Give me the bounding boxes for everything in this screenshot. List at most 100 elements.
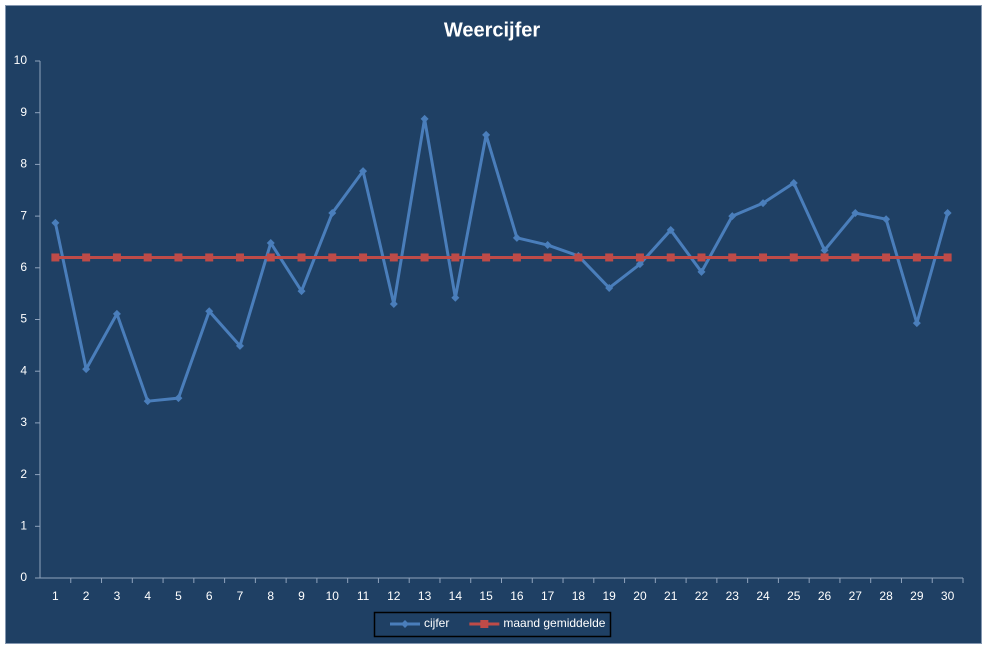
square-marker bbox=[574, 253, 583, 262]
diamond-marker bbox=[882, 215, 891, 224]
diamond-marker bbox=[728, 212, 737, 221]
chart-title: Weercijfer bbox=[444, 19, 541, 41]
x-tick-label: 26 bbox=[818, 589, 832, 603]
x-tick-label: 15 bbox=[479, 589, 493, 603]
y-tick-label: 6 bbox=[20, 260, 27, 274]
square-marker bbox=[851, 253, 860, 262]
square-marker bbox=[235, 253, 244, 262]
x-tick-label: 6 bbox=[206, 589, 213, 603]
square-marker bbox=[912, 253, 921, 262]
diamond-marker bbox=[174, 394, 183, 403]
legend-label: cijfer bbox=[424, 616, 449, 630]
diamond-marker bbox=[359, 167, 368, 176]
diamond-marker bbox=[389, 299, 398, 308]
x-tick-label: 1 bbox=[52, 589, 59, 603]
diamond-marker bbox=[205, 307, 214, 316]
x-tick-label: 18 bbox=[572, 589, 586, 603]
square-marker bbox=[666, 253, 675, 262]
diamond-marker bbox=[266, 238, 275, 247]
square-marker bbox=[943, 253, 952, 262]
legend-label: maand gemiddelde bbox=[503, 616, 605, 630]
x-tick-label: 2 bbox=[83, 589, 90, 603]
diamond-marker bbox=[143, 397, 152, 406]
y-tick-label: 3 bbox=[20, 415, 27, 429]
square-marker bbox=[205, 253, 214, 262]
square-marker bbox=[480, 620, 489, 628]
square-marker bbox=[389, 253, 398, 262]
square-marker bbox=[512, 253, 521, 262]
diamond-marker bbox=[759, 199, 768, 208]
square-marker bbox=[451, 253, 460, 262]
x-tick-label: 23 bbox=[726, 589, 740, 603]
x-tick-label: 19 bbox=[603, 589, 617, 603]
diamond-marker bbox=[943, 208, 952, 217]
square-marker bbox=[789, 253, 798, 262]
x-tick-label: 21 bbox=[664, 589, 678, 603]
x-tick-label: 8 bbox=[267, 589, 274, 603]
square-marker bbox=[635, 253, 644, 262]
x-tick-label: 29 bbox=[910, 589, 924, 603]
y-tick-label: 2 bbox=[20, 467, 27, 481]
diamond-marker bbox=[112, 309, 121, 318]
diamond-marker bbox=[51, 218, 60, 227]
diamond-marker bbox=[297, 287, 306, 296]
x-tick-label: 14 bbox=[449, 589, 463, 603]
square-marker bbox=[543, 253, 552, 262]
diamond-marker bbox=[401, 620, 409, 628]
square-marker bbox=[605, 253, 614, 262]
x-tick-label: 3 bbox=[114, 589, 121, 603]
square-marker bbox=[297, 253, 306, 262]
diamond-marker bbox=[512, 233, 521, 242]
y-tick-label: 0 bbox=[20, 570, 27, 584]
diamond-marker bbox=[420, 114, 429, 123]
diamond-marker bbox=[912, 319, 921, 328]
square-marker bbox=[759, 253, 768, 262]
x-tick-label: 13 bbox=[418, 589, 432, 603]
series-line bbox=[53, 117, 950, 403]
diamond-marker bbox=[482, 130, 491, 139]
y-tick-label: 1 bbox=[20, 518, 27, 532]
square-marker bbox=[143, 253, 152, 262]
diamond-marker bbox=[235, 341, 244, 350]
square-marker bbox=[328, 253, 337, 262]
y-tick-label: 7 bbox=[20, 208, 27, 222]
x-tick-label: 25 bbox=[787, 589, 801, 603]
square-marker bbox=[882, 253, 891, 262]
x-tick-label: 30 bbox=[941, 589, 955, 603]
x-tick-label: 5 bbox=[175, 589, 182, 603]
square-marker bbox=[359, 253, 368, 262]
diamond-marker bbox=[697, 267, 706, 276]
x-tick-label: 20 bbox=[633, 589, 647, 603]
x-tick-label: 7 bbox=[237, 589, 244, 603]
square-marker bbox=[112, 253, 121, 262]
chart-area bbox=[5, 5, 982, 644]
x-tick-label: 27 bbox=[849, 589, 863, 603]
square-marker bbox=[420, 253, 429, 262]
x-tick-label: 17 bbox=[541, 589, 555, 603]
diamond-marker bbox=[82, 365, 91, 374]
diamond-marker bbox=[328, 208, 337, 217]
diamond-marker bbox=[543, 241, 552, 250]
diamond-marker bbox=[451, 293, 460, 302]
x-tick-label: 22 bbox=[695, 589, 709, 603]
diamond-marker bbox=[820, 246, 829, 255]
y-tick-label: 5 bbox=[20, 312, 27, 326]
square-marker bbox=[482, 253, 491, 262]
diamond-marker bbox=[605, 283, 614, 292]
square-marker bbox=[82, 253, 91, 262]
diamond-marker bbox=[666, 226, 675, 235]
square-marker bbox=[820, 253, 829, 262]
y-tick-label: 4 bbox=[20, 363, 27, 377]
y-tick-label: 8 bbox=[20, 157, 27, 171]
square-marker bbox=[174, 253, 183, 262]
x-tick-label: 11 bbox=[357, 589, 370, 603]
square-marker bbox=[697, 253, 706, 262]
diamond-marker bbox=[635, 260, 644, 269]
x-tick-label: 28 bbox=[879, 589, 893, 603]
square-marker bbox=[266, 253, 275, 262]
square-marker bbox=[728, 253, 737, 262]
x-tick-label: 16 bbox=[510, 589, 524, 603]
diamond-marker bbox=[851, 208, 860, 217]
